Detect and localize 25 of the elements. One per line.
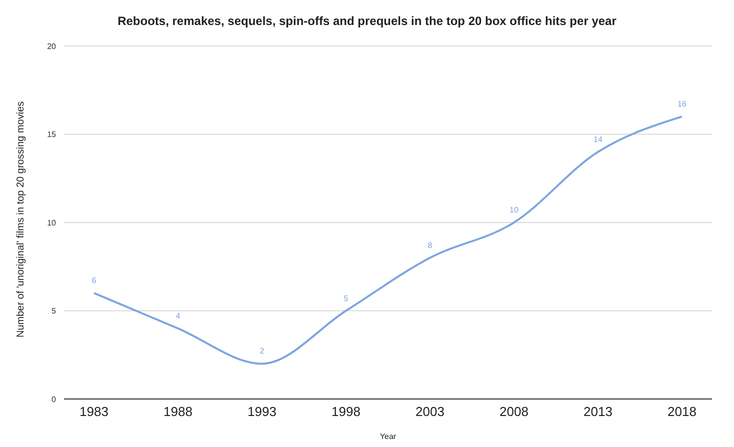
data-label: 10: [510, 206, 519, 214]
data-label: 14: [594, 134, 603, 144]
y-tick-label: 20: [47, 42, 57, 51]
data-label: 6: [92, 276, 97, 286]
y-tick-label: 5: [52, 306, 57, 316]
y-tick-label: 15: [47, 130, 57, 140]
data-label: 5: [344, 294, 349, 303]
x-axis-title: Year: [380, 432, 396, 441]
y-axis-title: Number of 'unoriginal' films in top 20 grossing movies: [16, 101, 27, 338]
x-tick-label: 1998: [332, 404, 360, 420]
data-label: 4: [176, 311, 181, 320]
x-tick-label: 1983: [80, 404, 108, 420]
x-tick-label: 2018: [668, 404, 696, 420]
data-label: 16: [678, 100, 687, 109]
x-tick-label: 2013: [584, 404, 612, 420]
line-series: [93, 116, 683, 365]
data-label: 8: [428, 240, 433, 250]
chart-title: Reboots, remakes, sequels, spin-offs and prequels in the top 20 box office hits per year: [116, 14, 618, 28]
x-tick-label: 2003: [416, 404, 444, 420]
x-tick-label: 1988: [164, 404, 192, 420]
y-tick-label: 10: [47, 218, 57, 228]
data-label: 2: [260, 346, 265, 356]
x-tick-label: 1993: [248, 404, 276, 420]
x-tick-label: 2008: [500, 404, 528, 420]
y-tick-label: 0: [52, 394, 57, 404]
